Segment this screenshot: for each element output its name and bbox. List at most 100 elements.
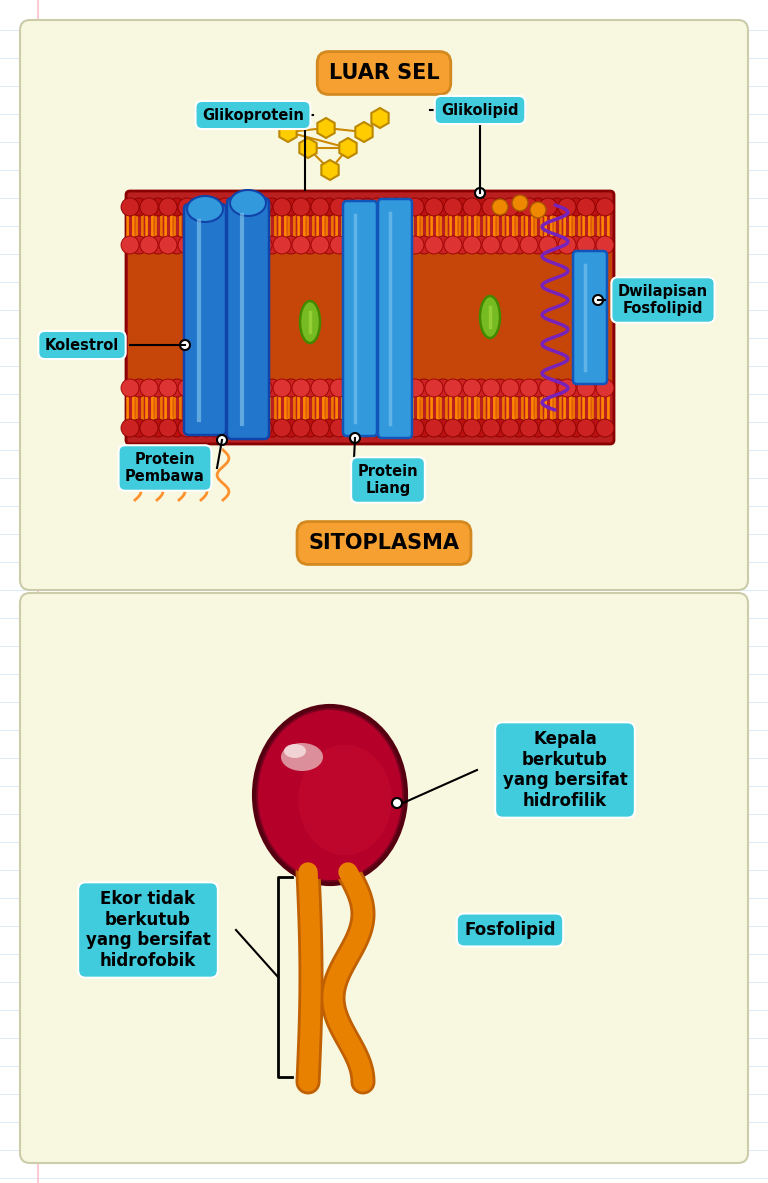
FancyBboxPatch shape: [378, 199, 412, 438]
Circle shape: [472, 198, 490, 216]
Circle shape: [577, 419, 595, 437]
Circle shape: [235, 235, 253, 254]
Circle shape: [216, 198, 234, 216]
Circle shape: [235, 419, 253, 437]
Circle shape: [377, 379, 395, 397]
FancyBboxPatch shape: [20, 593, 748, 1163]
Circle shape: [501, 419, 519, 437]
Circle shape: [350, 433, 360, 442]
Circle shape: [396, 379, 414, 397]
FancyBboxPatch shape: [184, 203, 226, 435]
Circle shape: [168, 198, 186, 216]
Circle shape: [130, 379, 148, 397]
Circle shape: [529, 379, 547, 397]
Circle shape: [168, 419, 186, 437]
Circle shape: [273, 198, 291, 216]
Circle shape: [180, 340, 190, 350]
Circle shape: [368, 419, 386, 437]
Circle shape: [482, 198, 500, 216]
Ellipse shape: [254, 706, 406, 884]
Circle shape: [491, 379, 509, 397]
Circle shape: [368, 379, 386, 397]
Circle shape: [444, 419, 462, 437]
Circle shape: [377, 419, 395, 437]
Circle shape: [453, 419, 471, 437]
Circle shape: [415, 198, 433, 216]
Circle shape: [425, 379, 443, 397]
Circle shape: [387, 419, 405, 437]
Ellipse shape: [281, 743, 323, 771]
Ellipse shape: [258, 710, 402, 880]
Circle shape: [520, 379, 538, 397]
Circle shape: [301, 379, 319, 397]
Circle shape: [453, 379, 471, 397]
Circle shape: [349, 235, 367, 254]
Circle shape: [254, 379, 272, 397]
Circle shape: [187, 419, 205, 437]
Circle shape: [282, 235, 300, 254]
Circle shape: [263, 198, 281, 216]
Circle shape: [339, 379, 357, 397]
Circle shape: [301, 198, 319, 216]
Circle shape: [368, 198, 386, 216]
Text: Protein
Pembawa: Protein Pembawa: [125, 452, 205, 484]
Circle shape: [491, 419, 509, 437]
FancyBboxPatch shape: [126, 190, 614, 444]
Circle shape: [434, 235, 452, 254]
Circle shape: [330, 235, 348, 254]
Circle shape: [121, 235, 139, 254]
Circle shape: [482, 235, 500, 254]
Circle shape: [216, 419, 234, 437]
Circle shape: [311, 379, 329, 397]
Circle shape: [548, 198, 566, 216]
Circle shape: [520, 198, 538, 216]
Text: Kepala
berkutub
yang bersifat
hidrofilik: Kepala berkutub yang bersifat hidrofilik: [502, 730, 627, 810]
Circle shape: [453, 235, 471, 254]
Circle shape: [254, 235, 272, 254]
Circle shape: [159, 235, 177, 254]
Circle shape: [197, 379, 215, 397]
Circle shape: [121, 419, 139, 437]
Circle shape: [567, 235, 585, 254]
Circle shape: [482, 379, 500, 397]
Circle shape: [434, 379, 452, 397]
Circle shape: [149, 379, 167, 397]
Circle shape: [263, 235, 281, 254]
Circle shape: [187, 198, 205, 216]
Circle shape: [330, 198, 348, 216]
Circle shape: [149, 419, 167, 437]
Circle shape: [178, 198, 196, 216]
Circle shape: [586, 379, 604, 397]
Circle shape: [168, 235, 186, 254]
Circle shape: [567, 419, 585, 437]
Text: Dwilapisan
Fosfolipid: Dwilapisan Fosfolipid: [618, 284, 708, 316]
Circle shape: [301, 419, 319, 437]
Circle shape: [501, 379, 519, 397]
Circle shape: [425, 419, 443, 437]
Circle shape: [178, 235, 196, 254]
Text: Kolestrol: Kolestrol: [45, 337, 119, 353]
Circle shape: [406, 419, 424, 437]
Circle shape: [159, 198, 177, 216]
Circle shape: [596, 235, 614, 254]
Circle shape: [475, 188, 485, 198]
Circle shape: [396, 198, 414, 216]
Circle shape: [282, 379, 300, 397]
Circle shape: [596, 379, 614, 397]
Circle shape: [387, 235, 405, 254]
Circle shape: [415, 419, 433, 437]
Circle shape: [472, 379, 490, 397]
Circle shape: [491, 198, 509, 216]
Circle shape: [187, 235, 205, 254]
Circle shape: [121, 198, 139, 216]
Circle shape: [567, 198, 585, 216]
Circle shape: [548, 235, 566, 254]
Circle shape: [273, 419, 291, 437]
Circle shape: [168, 379, 186, 397]
Circle shape: [392, 799, 402, 808]
Circle shape: [225, 235, 243, 254]
Circle shape: [301, 235, 319, 254]
Ellipse shape: [187, 196, 223, 222]
Circle shape: [558, 198, 576, 216]
Circle shape: [149, 198, 167, 216]
